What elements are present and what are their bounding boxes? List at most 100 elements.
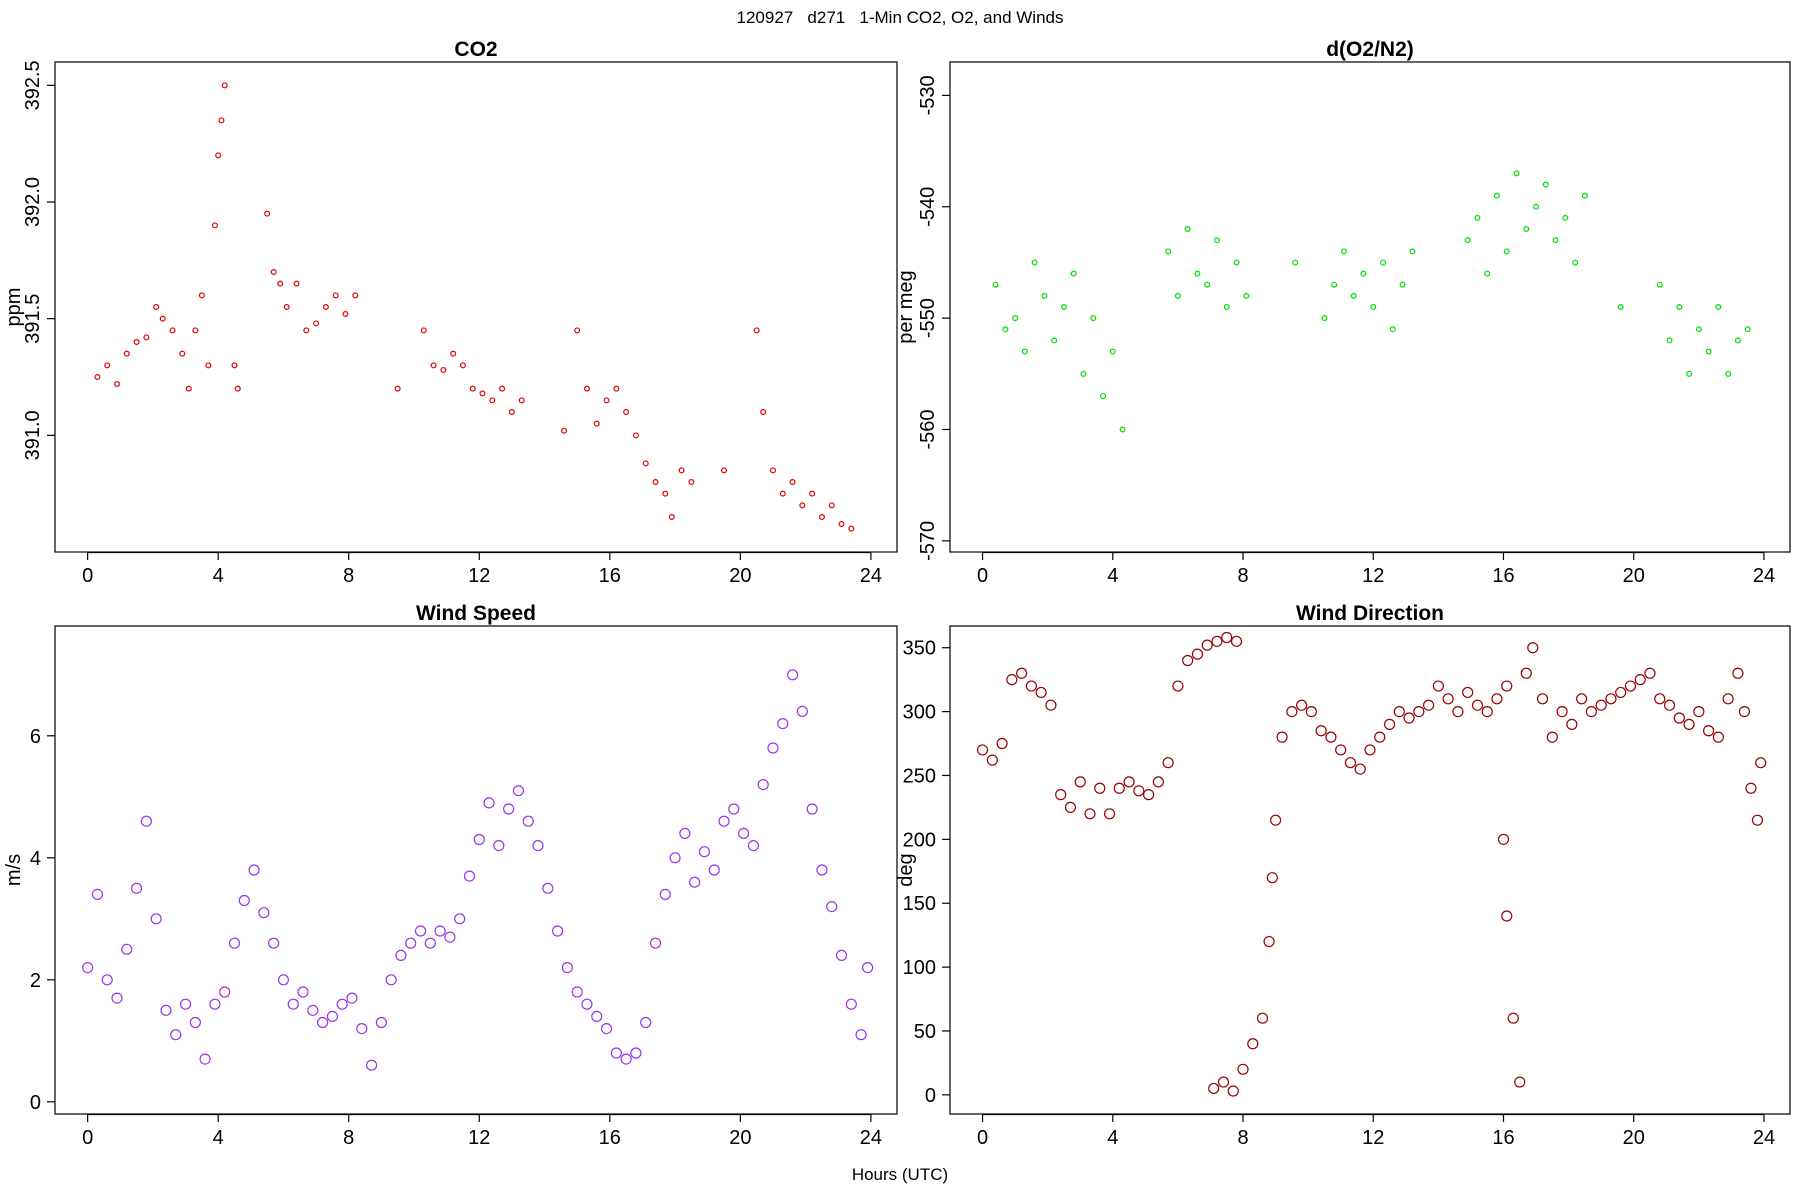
wind_speed-point: [454, 913, 466, 925]
wind_direction-point: [1172, 680, 1184, 692]
wind_speed-point: [287, 998, 299, 1010]
wind_speed-point: [307, 1004, 319, 1016]
wind_speed-point: [835, 949, 848, 962]
wind_direction-point: [1751, 814, 1764, 826]
wind_direction-point: [1152, 776, 1164, 788]
co2-xtick-label-5: 20: [729, 565, 751, 587]
panel-title-o2: d(O2/N2): [1326, 38, 1414, 61]
o2-point: [1340, 248, 1347, 255]
wind_direction-point: [1374, 731, 1386, 743]
wind_speed-ytick-label-1: 2: [30, 970, 41, 992]
co2-point: [192, 327, 199, 334]
wind_direction-point: [1133, 785, 1145, 797]
co2-point: [789, 479, 796, 486]
wind_speed-point: [209, 998, 221, 1010]
y-axis-label-wind-direction: deg: [895, 853, 917, 886]
wind_direction-point: [1546, 731, 1558, 743]
wind_direction-ytick-label-3: 150: [903, 893, 936, 915]
co2-point: [838, 520, 845, 527]
wind_direction-point: [1501, 910, 1513, 922]
wind_direction-point: [1471, 699, 1484, 711]
o2-xtick-label-0: 0: [977, 565, 988, 587]
co2-point: [753, 327, 760, 334]
wind_speed-point: [405, 937, 417, 949]
co2-point: [603, 397, 610, 404]
wind_speed-xtick-label-1: 4: [213, 1127, 224, 1149]
panel-title-wind-direction: Wind Direction: [1296, 602, 1444, 625]
wind_speed-point: [463, 870, 476, 882]
o2-point: [1656, 281, 1663, 288]
wind_speed-point: [356, 1022, 368, 1035]
co2-point: [508, 409, 515, 416]
o2-point: [1409, 248, 1416, 255]
wind_speed-point: [512, 785, 525, 797]
wind_direction-point: [1237, 1063, 1249, 1075]
wind_direction-point: [1514, 1076, 1526, 1088]
wind_direction-point: [1247, 1038, 1259, 1050]
wind_speed-point: [532, 839, 544, 852]
wind_speed-point: [170, 1029, 182, 1041]
y-axis-label-o2: per meg: [895, 270, 917, 343]
wind_speed-point: [816, 864, 828, 876]
wind_speed-point: [862, 961, 874, 974]
wind_direction-point: [1595, 699, 1607, 711]
wind_direction-point: [1654, 693, 1666, 705]
co2-point: [688, 479, 695, 486]
wind_direction-point: [1383, 718, 1396, 730]
plot-frame-wind-direction: [949, 625, 1791, 1115]
wind_direction-ytick-label-2: 100: [903, 957, 936, 979]
wind_direction-point: [1276, 731, 1288, 743]
wind_speed-point: [483, 797, 495, 809]
wind_speed-point: [434, 925, 446, 937]
o2-point: [1617, 304, 1624, 311]
co2-point: [104, 362, 111, 369]
co2-point: [133, 339, 140, 346]
wind_speed-xtick-label-3: 12: [468, 1127, 490, 1149]
o2-point: [1060, 304, 1067, 311]
co2-point: [561, 427, 568, 434]
wind_direction-point: [1423, 699, 1435, 711]
co2-point: [169, 327, 176, 334]
wind_speed-point: [679, 827, 691, 840]
wind_speed-point: [317, 1016, 329, 1029]
wind_speed-point: [738, 827, 750, 840]
wind_speed-point: [248, 864, 260, 876]
o2-point: [1552, 237, 1559, 244]
o2-point: [1464, 237, 1471, 244]
wind_direction-point: [1712, 731, 1724, 743]
shared-x-axis-label: Hours (UTC): [851, 1165, 949, 1184]
o2-point: [1666, 337, 1673, 344]
wind_speed-point: [219, 986, 231, 998]
co2-point: [420, 327, 427, 334]
o2-point: [1070, 270, 1077, 277]
data-points-wind-speed: [82, 669, 874, 1071]
co2-xtick-label-6: 24: [860, 565, 882, 587]
wind_direction-point: [1566, 718, 1578, 730]
wind_speed-point: [414, 925, 427, 937]
wind_direction-point: [1755, 757, 1767, 769]
wind_direction-point: [1344, 757, 1357, 769]
co2-point: [231, 362, 238, 369]
wind_speed-point: [493, 839, 505, 852]
co2-ytick-label-1: 391.5: [22, 294, 44, 344]
wind_direction-point: [1162, 757, 1174, 769]
wind_direction-point: [1703, 725, 1715, 737]
o2-point: [1292, 259, 1299, 266]
wind_direction-point: [1481, 705, 1493, 718]
wind_speed-point: [698, 846, 711, 858]
plot-frame-o2: [949, 61, 1791, 553]
o2-xtick-label-1: 4: [1107, 565, 1118, 587]
wind_speed-point: [571, 986, 583, 998]
wind_direction-point: [976, 744, 989, 756]
o2-point: [1389, 326, 1396, 333]
o2-point: [1002, 326, 1009, 333]
wind_direction-point: [1644, 667, 1656, 679]
o2-point: [1542, 181, 1549, 188]
wind_direction-point: [1143, 789, 1155, 801]
wind_speed-point: [551, 925, 564, 937]
wind_direction-point: [1413, 705, 1425, 718]
wind_speed-point: [346, 992, 358, 1004]
o2-xtick-label-4: 16: [1492, 565, 1514, 587]
co2-point: [221, 82, 228, 89]
